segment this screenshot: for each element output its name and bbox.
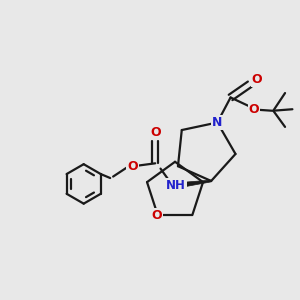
Text: NH: NH bbox=[166, 179, 186, 192]
Text: O: O bbox=[151, 208, 162, 221]
Polygon shape bbox=[177, 180, 211, 188]
Text: N: N bbox=[212, 116, 223, 129]
Text: O: O bbox=[249, 103, 260, 116]
Text: O: O bbox=[127, 160, 138, 173]
Text: O: O bbox=[252, 73, 262, 86]
Text: O: O bbox=[150, 127, 160, 140]
